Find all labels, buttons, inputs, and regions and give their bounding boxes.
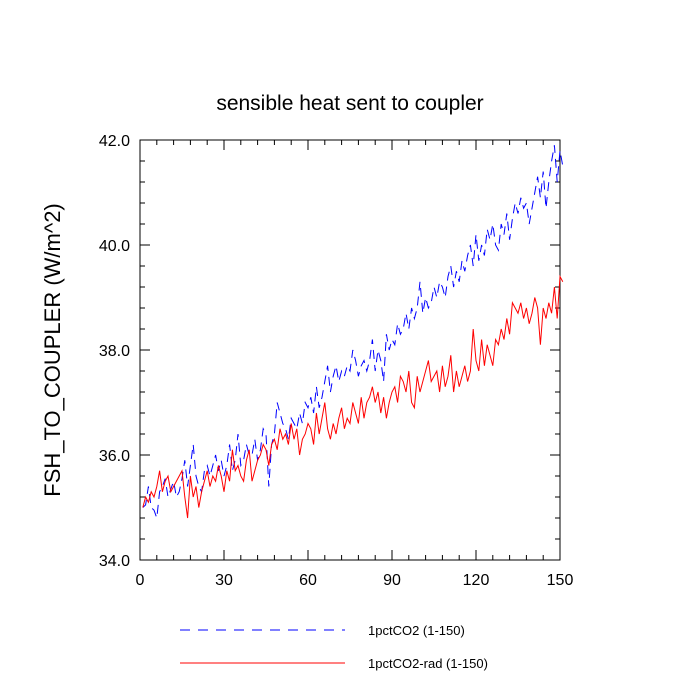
- series-line-2: [142, 274, 564, 519]
- legend-label-1: 1pctCO2 (1-150): [368, 623, 465, 638]
- y-tick-label: 34.0: [99, 553, 130, 570]
- x-tick-label: 30: [215, 572, 233, 589]
- x-tick-label: 150: [547, 572, 574, 589]
- x-tick-label: 0: [136, 572, 145, 589]
- y-tick-label: 38.0: [99, 343, 130, 360]
- series-line-1: [142, 145, 564, 519]
- y-tick-label: 40.0: [99, 238, 130, 255]
- y-tick-label: 36.0: [99, 448, 130, 465]
- plot-frame: [139, 139, 561, 561]
- legend: 1pctCO2 (1-150) 1pctCO2-rad (1-150): [180, 623, 488, 671]
- chart-title: sensible heat sent to coupler: [216, 92, 483, 115]
- y-axis-label: FSH_TO_COUPLER (W/m^2): [40, 203, 65, 497]
- legend-label-2: 1pctCO2-rad (1-150): [368, 656, 488, 671]
- y-tick-label: 42.0: [99, 133, 130, 150]
- plot-area: 0 30 60 90 120 150 34.0 36.0 38.0 40.0 42.0: [99, 133, 574, 589]
- x-tick-label: 90: [383, 572, 401, 589]
- x-tick-label: 60: [299, 572, 317, 589]
- x-tick-label: 120: [463, 572, 490, 589]
